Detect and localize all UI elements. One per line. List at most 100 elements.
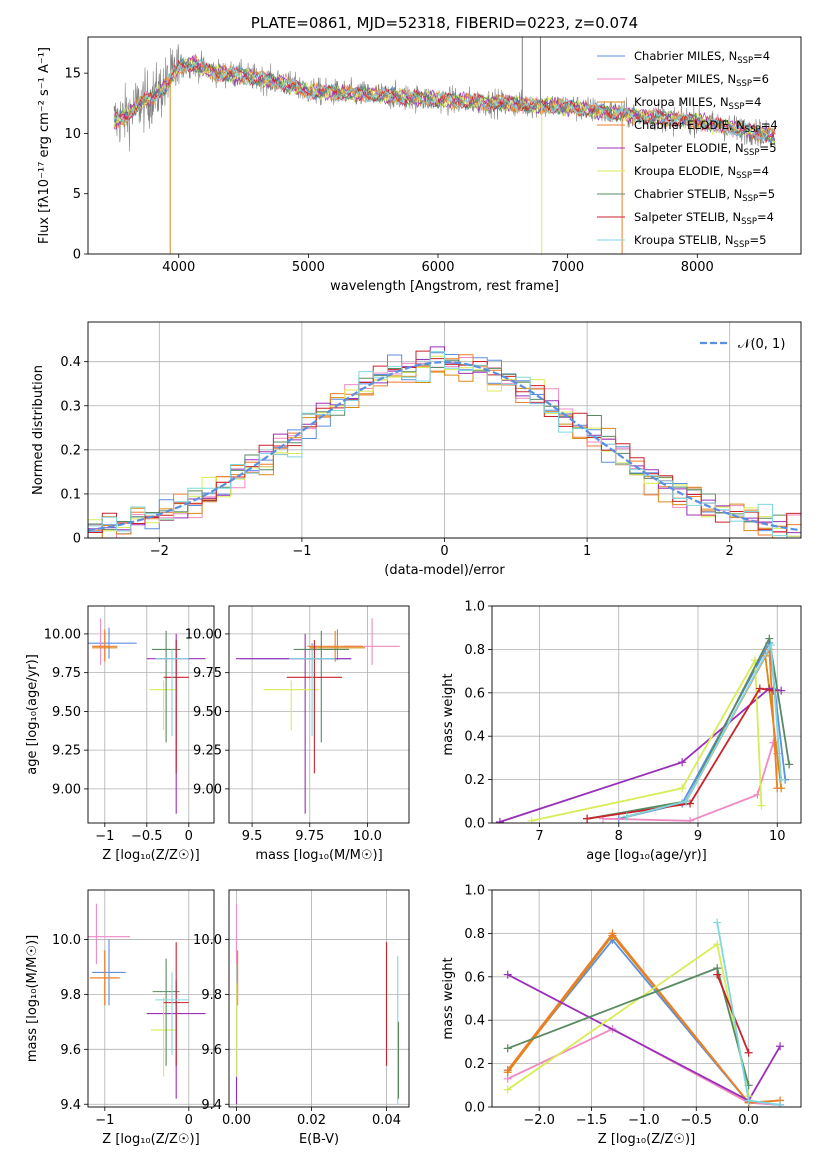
y-tick-label: 1.0 [464, 600, 485, 615]
x-tick-label: 10 [769, 829, 786, 844]
y-tick-label: 9.25 [52, 744, 81, 759]
x-tick-label: −0.5 [131, 829, 163, 844]
ebv-mass-axes: 0.00 0.02 0.04 9.4 9.6 9.8 10.0 E(B-V) [193, 890, 409, 1147]
legend-label: Chabrier MILES, NSSP=4 [634, 49, 770, 66]
series-marker [503, 1044, 512, 1053]
series-marker [773, 784, 782, 793]
z-weight-frame [491, 889, 802, 1108]
y-axis-label: mass weight [441, 957, 456, 1039]
y-tick-label: 0.2 [464, 773, 485, 788]
series-marker [769, 686, 778, 695]
y-tick-label: 0.2 [464, 1057, 485, 1072]
series-marker [777, 686, 786, 695]
x-tick-label: 10.0 [353, 829, 382, 844]
y-tick-label: 0 [73, 248, 81, 263]
series-marker [777, 775, 786, 784]
y-tick-label: 0.4 [464, 1014, 485, 1029]
x-tick-label: 0 [185, 1113, 193, 1128]
series-marker [686, 816, 695, 823]
series-marker [608, 929, 617, 938]
legend-label: Chabrier STELIB, NSSP=5 [634, 187, 775, 204]
x-tick-label: 0.04 [372, 1113, 401, 1128]
y-tick-label: 0 [73, 532, 81, 547]
spectrum-frame [87, 36, 802, 255]
y-tick-label: 10.00 [185, 627, 222, 642]
y-tick-label: 0.8 [464, 927, 485, 942]
series-marker [713, 940, 722, 949]
legend-label: Chabrier ELODIE, NSSP=4 [634, 118, 778, 135]
y-tick-label: 0.1 [60, 487, 81, 502]
y-tick-label: 9.8 [60, 988, 81, 1003]
y-tick-label: 9.75 [52, 666, 81, 681]
y-tick-label: 9.25 [193, 744, 222, 759]
histogram-step [88, 351, 801, 538]
y-tick-label: 9.6 [60, 1043, 81, 1058]
y-tick-label: 9.50 [52, 705, 81, 720]
spectrum-model-line [113, 57, 776, 142]
series-marker [622, 812, 631, 821]
legend-label: 𝒩(0, 1) [738, 337, 785, 352]
y-tick-label: 9.00 [193, 782, 222, 797]
normal-curve [88, 360, 801, 532]
series-marker [713, 970, 722, 979]
x-tick-label: 7000 [551, 260, 584, 275]
z-age-axes: −1 −0.5 0 9.00 9.25 9.50 9.75 10.00 Z [log₁₀(Z/Z… [25, 606, 214, 863]
x-tick-label: 0.0 [738, 1113, 759, 1128]
x-tick-label: −1 [292, 544, 311, 559]
series-marker [757, 801, 766, 810]
spectrum-model-line [113, 58, 776, 144]
series-marker [776, 1042, 785, 1051]
series-marker [495, 817, 504, 823]
ebv-mass-frame [228, 889, 410, 1108]
y-tick-label: 15 [64, 67, 81, 82]
series-marker [678, 758, 687, 767]
series-marker [678, 784, 687, 793]
x-axis-label: wavelength [Angstrom, rest frame] [330, 279, 559, 294]
y-axis-label: Normed distribution [31, 365, 46, 495]
y-axis-label: Flux [fλ10⁻¹⁷ erg cm⁻² s⁻¹ A⁻¹] [37, 47, 52, 244]
y-tick-label: 0.6 [464, 686, 485, 701]
spectrum-model-line [113, 58, 776, 146]
histogram-group [88, 346, 801, 538]
z-weight-series [503, 918, 785, 1107]
y-tick-label: 0.0 [464, 1101, 485, 1116]
series-marker [744, 1048, 753, 1057]
y-tick-label: 10.00 [44, 627, 81, 642]
y-tick-label: 9.4 [60, 1098, 81, 1113]
series-marker [713, 918, 722, 927]
series-line [586, 635, 790, 820]
series-marker [682, 797, 691, 806]
series-marker [776, 1100, 785, 1107]
y-tick-label: 9.8 [201, 988, 222, 1003]
series-marker [755, 684, 764, 693]
legend-label: Kroupa MILES, NSSP=4 [634, 95, 761, 112]
y-axis-label: mass [log₁₀(M/M☉)] [25, 935, 40, 1062]
age-weight-axes: 7 8 9 10 0.0 0.2 0.4 0.6 0.8 1.0 age [log₁₀(age/yr… [441, 600, 801, 863]
spectrum-axes: 4000 5000 6000 7000 8000 0 5 10 15 wavelength [An… [37, 47, 714, 294]
age-weight-series [495, 634, 794, 823]
y-tick-label: 10.0 [193, 933, 222, 948]
z-mass-points [88, 903, 206, 1099]
ebv-mass-points [235, 903, 400, 1105]
residuals-axes: −2 −1 0 1 2 0 0.1 0.2 0.3 0.4 (data-model)/error No… [31, 322, 801, 578]
z-mass-frame [87, 889, 215, 1108]
x-axis-label: mass [log₁₀(M/M☉)] [255, 848, 382, 863]
z-age-points [88, 618, 206, 814]
x-tick-label: 2 [726, 544, 734, 559]
y-tick-label: 0.4 [60, 355, 81, 370]
series-line [626, 641, 783, 818]
legend-label: Salpeter STELIB, NSSP=4 [634, 210, 774, 227]
spectrum-legend: Chabrier MILES, NSSP=4 Salpeter MILES, NS… [597, 49, 778, 250]
y-tick-label: 0.0 [464, 817, 485, 832]
series-marker [765, 634, 774, 643]
residuals-frame [87, 321, 802, 539]
y-tick-label: 0.4 [464, 730, 485, 745]
y-tick-label: 10.0 [52, 933, 81, 948]
y-tick-label: 9.75 [193, 666, 222, 681]
series-marker [744, 1096, 753, 1105]
x-tick-label: 1 [583, 544, 591, 559]
series-marker [503, 1066, 512, 1075]
y-tick-label: 10 [64, 127, 81, 142]
x-tick-label: 0 [440, 544, 448, 559]
